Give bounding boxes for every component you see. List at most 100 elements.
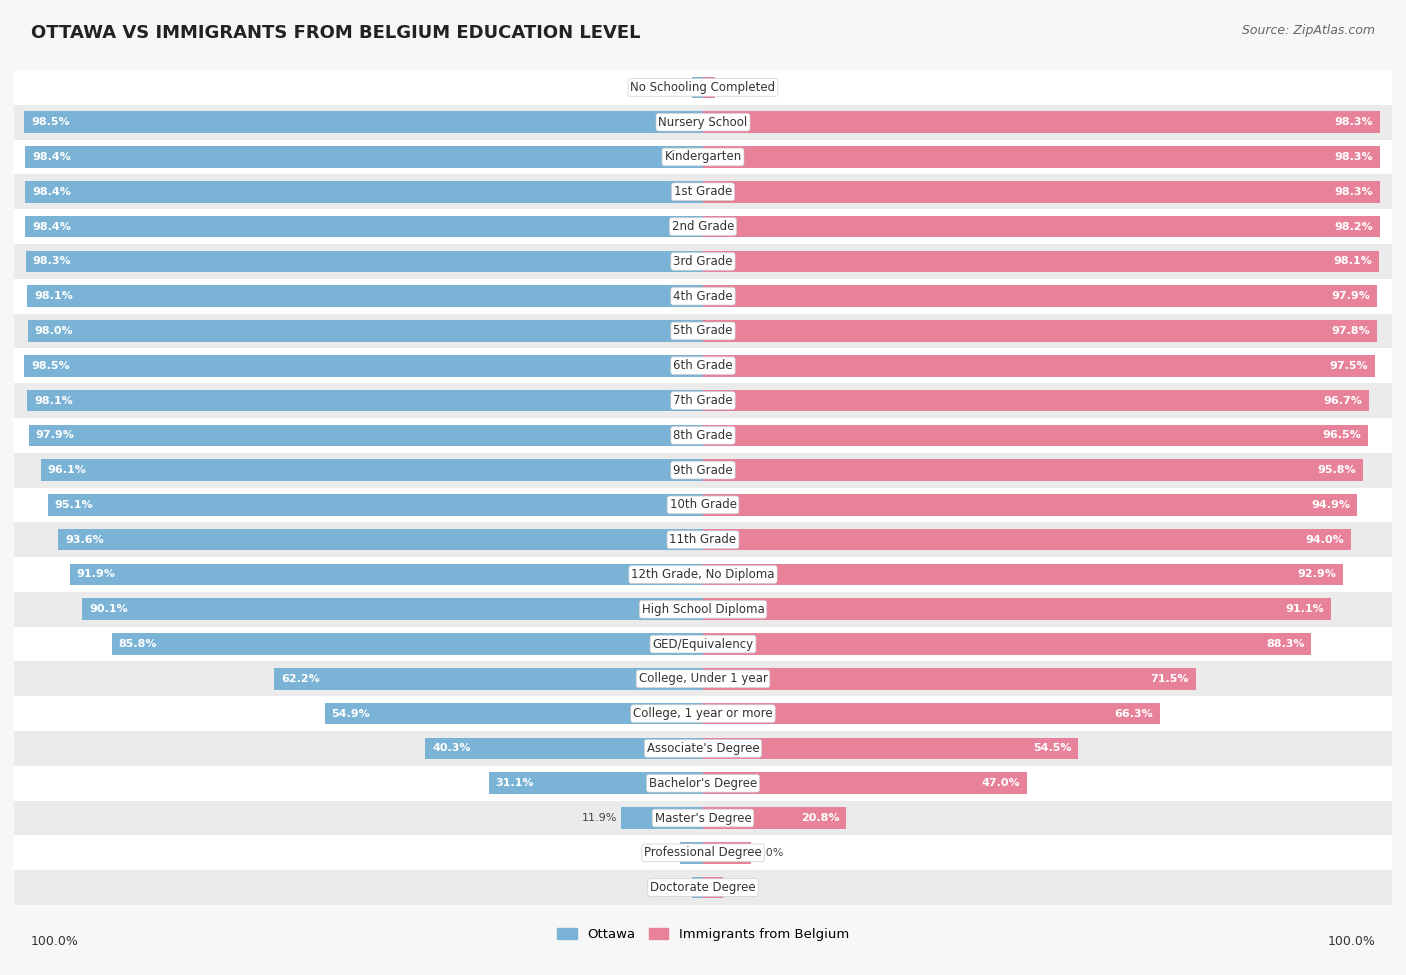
Text: 1.6%: 1.6% <box>659 882 688 893</box>
Bar <box>703 842 751 864</box>
Text: 95.8%: 95.8% <box>1317 465 1357 475</box>
Bar <box>14 175 1392 210</box>
Text: 94.0%: 94.0% <box>1305 534 1344 545</box>
Bar <box>703 77 714 98</box>
Bar <box>14 244 1392 279</box>
Bar <box>14 800 1392 836</box>
Text: 88.3%: 88.3% <box>1265 639 1305 649</box>
Bar <box>14 279 1392 314</box>
Bar <box>703 668 1195 689</box>
Bar <box>25 146 703 168</box>
Bar <box>703 528 1351 551</box>
Text: 3rd Grade: 3rd Grade <box>673 254 733 268</box>
Bar <box>703 320 1376 341</box>
Text: 2.9%: 2.9% <box>727 882 755 893</box>
Bar <box>27 286 703 307</box>
Bar <box>24 355 703 376</box>
Bar <box>426 738 703 760</box>
Text: College, 1 year or more: College, 1 year or more <box>633 707 773 721</box>
Text: 98.4%: 98.4% <box>32 221 70 231</box>
Text: 11th Grade: 11th Grade <box>669 533 737 546</box>
Text: 96.1%: 96.1% <box>48 465 87 475</box>
Text: 5th Grade: 5th Grade <box>673 325 733 337</box>
Bar <box>14 557 1392 592</box>
Bar <box>14 836 1392 871</box>
Bar <box>274 668 703 689</box>
Text: Associate's Degree: Associate's Degree <box>647 742 759 755</box>
Text: Nursery School: Nursery School <box>658 116 748 129</box>
Bar <box>14 523 1392 557</box>
Text: 54.9%: 54.9% <box>332 709 370 719</box>
Bar <box>703 390 1369 411</box>
Bar <box>14 314 1392 348</box>
Text: 96.7%: 96.7% <box>1323 396 1362 406</box>
Bar <box>14 765 1392 800</box>
Text: 98.1%: 98.1% <box>34 292 73 301</box>
Text: 1.7%: 1.7% <box>718 82 747 93</box>
Text: 98.1%: 98.1% <box>34 396 73 406</box>
Text: 12th Grade, No Diploma: 12th Grade, No Diploma <box>631 568 775 581</box>
Text: 7th Grade: 7th Grade <box>673 394 733 407</box>
Text: 4th Grade: 4th Grade <box>673 290 733 302</box>
Text: 97.5%: 97.5% <box>1329 361 1368 370</box>
Bar <box>703 355 1375 376</box>
Bar <box>703 738 1078 760</box>
Bar <box>24 111 703 133</box>
Bar <box>703 772 1026 794</box>
Bar <box>489 772 703 794</box>
Bar <box>14 452 1392 488</box>
Text: Kindergarten: Kindergarten <box>665 150 741 164</box>
Text: 8th Grade: 8th Grade <box>673 429 733 442</box>
Bar <box>621 807 703 829</box>
Bar <box>14 871 1392 905</box>
Text: 54.5%: 54.5% <box>1033 744 1071 754</box>
Text: 9th Grade: 9th Grade <box>673 463 733 477</box>
Bar <box>14 139 1392 175</box>
Text: GED/Equivalency: GED/Equivalency <box>652 638 754 650</box>
Bar <box>14 488 1392 523</box>
Text: 98.3%: 98.3% <box>32 256 72 266</box>
Bar <box>703 111 1381 133</box>
Bar <box>14 348 1392 383</box>
Bar <box>14 731 1392 765</box>
Bar <box>58 528 703 551</box>
Text: 98.4%: 98.4% <box>32 152 70 162</box>
Bar <box>703 286 1378 307</box>
Text: 31.1%: 31.1% <box>496 778 534 788</box>
Bar <box>25 215 703 237</box>
Bar <box>703 877 723 898</box>
Text: 100.0%: 100.0% <box>1327 935 1375 948</box>
Text: 40.3%: 40.3% <box>432 744 471 754</box>
Text: 95.1%: 95.1% <box>55 500 93 510</box>
Bar <box>703 634 1312 655</box>
Text: 91.1%: 91.1% <box>1285 604 1323 614</box>
Bar <box>14 70 1392 104</box>
Text: Source: ZipAtlas.com: Source: ZipAtlas.com <box>1241 24 1375 37</box>
Text: OTTAWA VS IMMIGRANTS FROM BELGIUM EDUCATION LEVEL: OTTAWA VS IMMIGRANTS FROM BELGIUM EDUCAT… <box>31 24 640 42</box>
Text: 98.5%: 98.5% <box>31 117 70 127</box>
Bar <box>14 210 1392 244</box>
Text: 98.2%: 98.2% <box>1334 221 1372 231</box>
Bar <box>28 424 703 447</box>
Text: 7.0%: 7.0% <box>755 848 783 858</box>
Bar <box>41 459 703 481</box>
Text: 85.8%: 85.8% <box>118 639 157 649</box>
Bar <box>692 877 703 898</box>
Text: 98.5%: 98.5% <box>31 361 70 370</box>
Bar <box>703 251 1379 272</box>
Bar <box>703 564 1343 585</box>
Text: 100.0%: 100.0% <box>31 935 79 948</box>
Text: 97.8%: 97.8% <box>1331 326 1369 336</box>
Text: Master's Degree: Master's Degree <box>655 811 751 825</box>
Bar <box>14 627 1392 661</box>
Text: 98.3%: 98.3% <box>1334 152 1374 162</box>
Text: 98.3%: 98.3% <box>1334 187 1374 197</box>
Text: 96.5%: 96.5% <box>1322 430 1361 441</box>
Text: 92.9%: 92.9% <box>1298 569 1336 579</box>
Bar <box>14 696 1392 731</box>
Bar <box>112 634 703 655</box>
Bar <box>25 251 703 272</box>
Bar <box>25 181 703 203</box>
Legend: Ottawa, Immigrants from Belgium: Ottawa, Immigrants from Belgium <box>551 922 855 947</box>
Text: 20.8%: 20.8% <box>801 813 839 823</box>
